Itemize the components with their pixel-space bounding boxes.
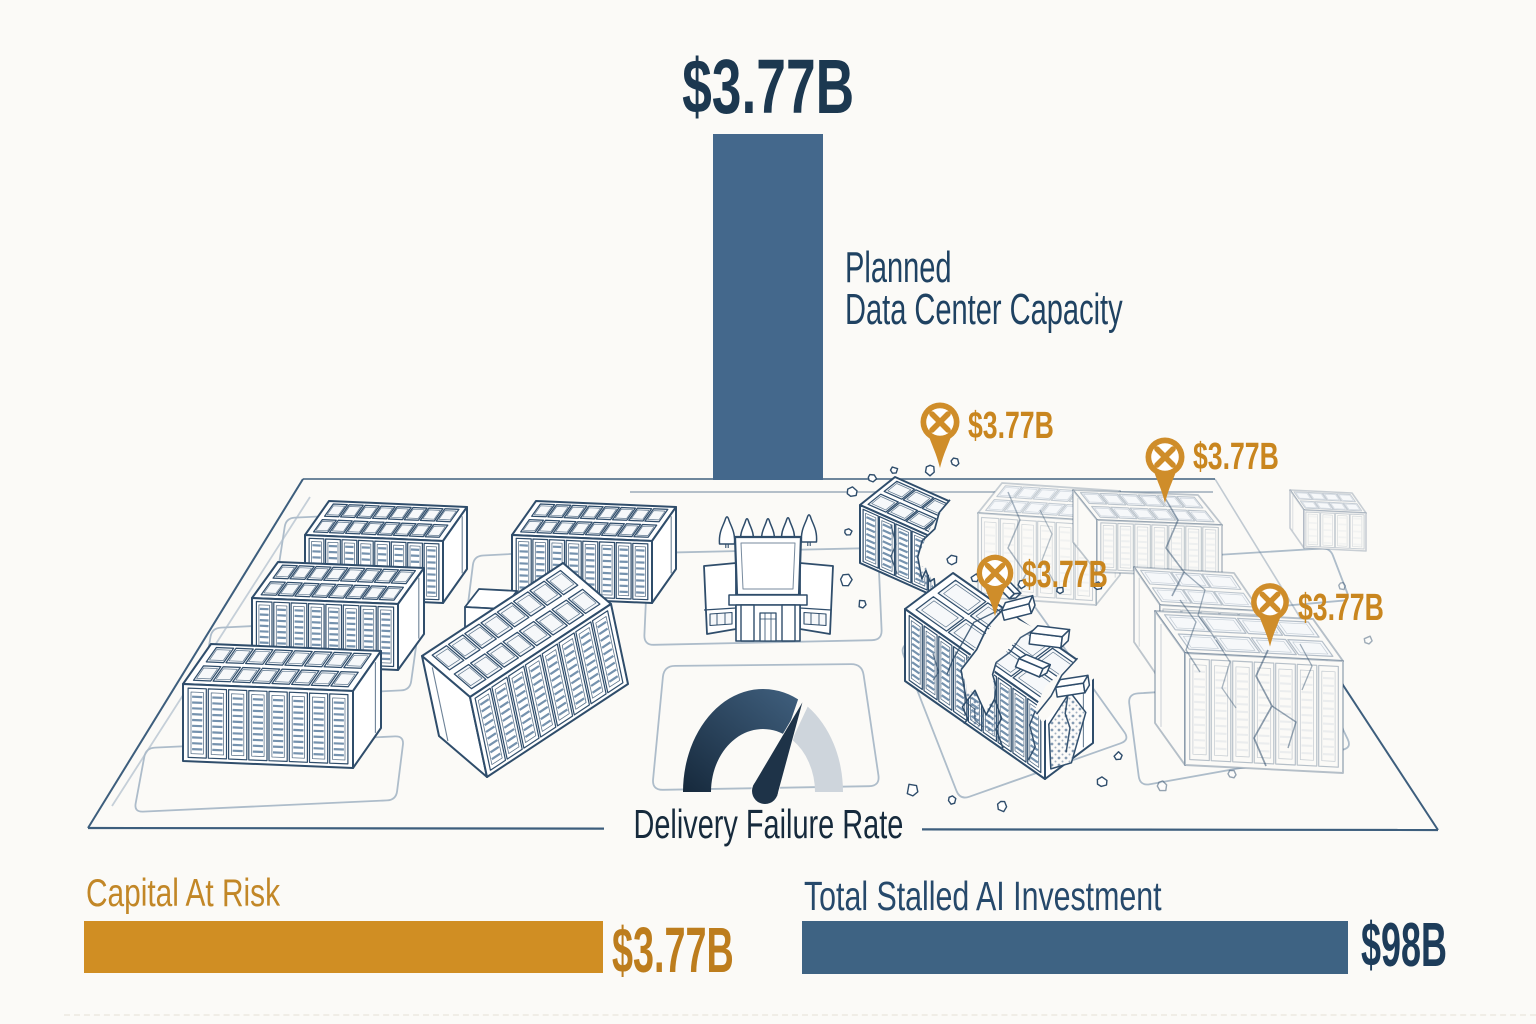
stalled-investment-label: Total Stalled AI Investment — [804, 873, 1162, 919]
map-pin-icon-1 — [920, 402, 960, 468]
datacenter-building-center — [421, 562, 629, 778]
top-bar-value: $3.77B — [681, 44, 855, 130]
datacenter-building-mid-left — [251, 561, 425, 671]
pin-value-label-3: $3.77B — [1022, 554, 1108, 596]
gauge-label: Delivery Failure Rate — [633, 801, 903, 847]
map-pin-icon-4 — [1251, 583, 1289, 647]
map-pin-icon-2 — [1145, 437, 1185, 503]
bottom-divider — [64, 1014, 1536, 1016]
entrance-building — [703, 535, 834, 642]
failure-rate-gauge — [683, 688, 843, 805]
datacenter-building-front-left — [182, 643, 382, 769]
stalled-investment-bar — [802, 921, 1348, 974]
capital-at-risk-value: $3.77B — [612, 914, 734, 986]
debris — [839, 457, 1373, 813]
pin-value-label-1: $3.77B — [968, 405, 1054, 447]
pin-value-label-2: $3.77B — [1193, 436, 1279, 478]
capital-at-risk-bar — [84, 921, 603, 973]
planned-capacity-bar — [713, 134, 823, 480]
planned-capacity-label: Planned Data Center Capacity — [845, 243, 1123, 334]
capital-at-risk-label: Capital At Risk — [86, 872, 281, 915]
pin-value-label-4: $3.77B — [1298, 587, 1384, 629]
map-pin-icon-3 — [976, 554, 1014, 617]
stalled-investment-value: $98B — [1361, 911, 1447, 980]
